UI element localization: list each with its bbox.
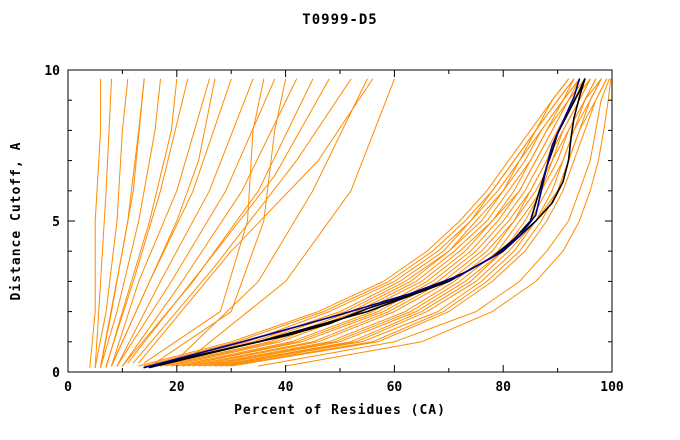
model-curve — [154, 78, 575, 367]
model-curve — [127, 78, 330, 364]
model-curve — [105, 78, 189, 367]
model-curve — [176, 78, 368, 361]
model-curve — [105, 78, 178, 368]
x-tick-label: 80 — [495, 380, 511, 395]
model-curve — [225, 78, 608, 367]
ticks-layer — [67, 69, 613, 373]
series-layer — [89, 78, 612, 369]
model-curve — [285, 78, 612, 367]
model-curve — [116, 78, 254, 367]
x-tick-label: 0 — [64, 380, 72, 395]
x-tick-label: 100 — [600, 380, 624, 395]
model-curve — [154, 78, 287, 364]
x-axis-label: Percent of Residues (CA) — [234, 403, 446, 418]
model-curve — [116, 78, 276, 367]
model-curve — [165, 78, 580, 367]
x-tick-label: 40 — [278, 380, 294, 395]
model-curve — [89, 78, 102, 368]
y-tick-label: 5 — [52, 215, 60, 230]
model-curve — [143, 78, 569, 367]
model-curve — [138, 78, 374, 364]
model-curve — [160, 78, 580, 367]
model-curve — [138, 78, 569, 367]
model-curve — [132, 78, 352, 364]
y-tick-label: 10 — [44, 64, 60, 79]
model-curve — [111, 78, 210, 367]
model-curve — [187, 78, 395, 361]
tick-labels-layer: 0 20 40 60 80 100 0 5 10 — [44, 64, 624, 395]
highlight-blue-1 — [143, 78, 581, 369]
model-curve — [121, 78, 297, 367]
model-curve — [208, 78, 597, 367]
model-curve — [181, 78, 586, 367]
model-curve — [257, 78, 610, 367]
model-curve — [94, 78, 112, 368]
model-curve — [198, 78, 591, 367]
highlight-black-2 — [148, 78, 586, 369]
model-curve — [121, 78, 314, 367]
chart-title: T0999-D5 — [302, 12, 377, 28]
x-tick-label: 20 — [169, 380, 185, 395]
model-curve — [94, 78, 129, 368]
model-curve — [111, 78, 216, 367]
model-curve — [143, 78, 265, 364]
model-curve — [100, 78, 145, 367]
model-curve — [230, 78, 608, 367]
highlight-black-1 — [143, 78, 586, 369]
x-tick-label: 60 — [387, 380, 403, 395]
model-curve — [149, 78, 575, 367]
model-curve — [219, 78, 602, 367]
y-tick-label: 0 — [52, 366, 60, 381]
y-axis-label: Distance Cutoff, A — [9, 142, 24, 301]
model-curve — [100, 78, 161, 368]
